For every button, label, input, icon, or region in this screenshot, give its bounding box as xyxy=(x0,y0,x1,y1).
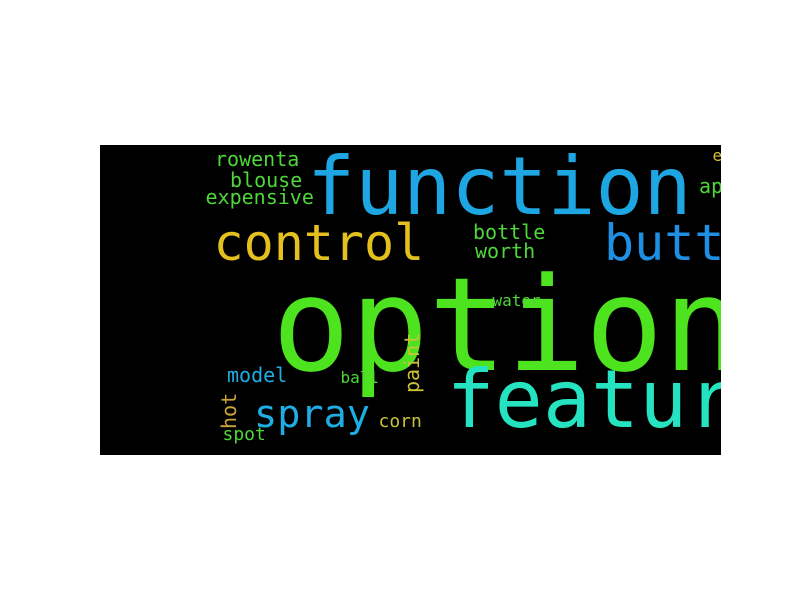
word-experience: experience xyxy=(712,146,722,165)
word-ball: ball xyxy=(340,368,380,387)
word-bottle: bottle xyxy=(473,220,546,244)
word-model: model xyxy=(227,363,288,387)
word-option: option xyxy=(272,249,721,401)
word-blouse: blouse xyxy=(230,168,303,192)
word-feature: feature xyxy=(446,353,722,446)
word-paint: paint xyxy=(400,332,424,393)
word-expensive: expensive xyxy=(205,185,314,209)
word-control: control xyxy=(213,214,425,272)
word-function: function xyxy=(307,145,692,233)
word-worth: worth xyxy=(475,239,536,263)
word-spot: spot xyxy=(222,424,266,445)
word-rowenta: rowenta xyxy=(215,147,300,171)
word-water: water xyxy=(492,291,541,310)
word-cloud: option function feature control button s… xyxy=(100,145,721,455)
word-spray: spray xyxy=(254,391,370,437)
word-button: button xyxy=(604,214,721,272)
word-corn: corn xyxy=(378,411,422,432)
word-appliance: appliance xyxy=(699,174,721,198)
